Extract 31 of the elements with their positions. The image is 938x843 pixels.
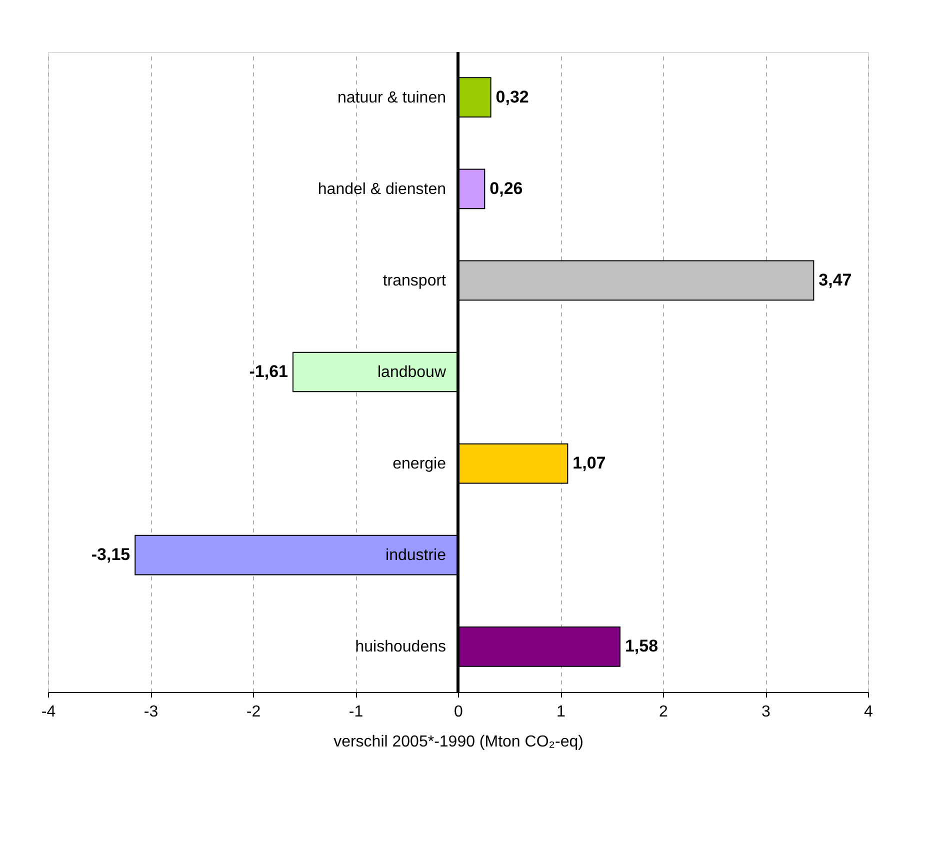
data-label: 1,58 [624,636,658,656]
data-label: 3,47 [818,270,852,290]
y-tick-label: handel & diensten [318,180,446,198]
y-tick-label: industrie [386,547,446,564]
y-tick-label: natuur & tuinen [337,89,446,106]
data-label: -3,15 [91,545,130,564]
y-tick-label: transport [382,272,447,290]
x-tick-label: 0 [454,704,464,720]
y-tick-label: huishoudens [355,638,446,656]
data-label: 0,32 [496,87,529,106]
x-tick-label: 2 [659,704,668,720]
bar [292,352,458,392]
x-tick-label: -4 [41,704,56,720]
x-tick-label: 4 [864,704,874,720]
x-tick-label: 3 [762,704,771,720]
data-label: -1,61 [249,362,288,381]
x-tick-label: 1 [556,704,566,720]
data-label: 1,07 [572,454,606,473]
bar [458,626,620,667]
x-tick-label: -3 [144,704,158,720]
bar [458,260,814,301]
bar [134,534,458,576]
data-label: 0,26 [490,178,523,198]
bar [458,77,492,118]
bar [458,168,486,210]
y-tick-label: landbouw [378,364,446,381]
bar [458,443,568,484]
x-tick-label: -1 [348,704,364,720]
x-tick-label: -2 [246,704,261,720]
x-axis-title: verschil 2005*-1990 (Mton CO₂-eq) [334,734,584,750]
y-tick-label: energie [392,456,446,473]
